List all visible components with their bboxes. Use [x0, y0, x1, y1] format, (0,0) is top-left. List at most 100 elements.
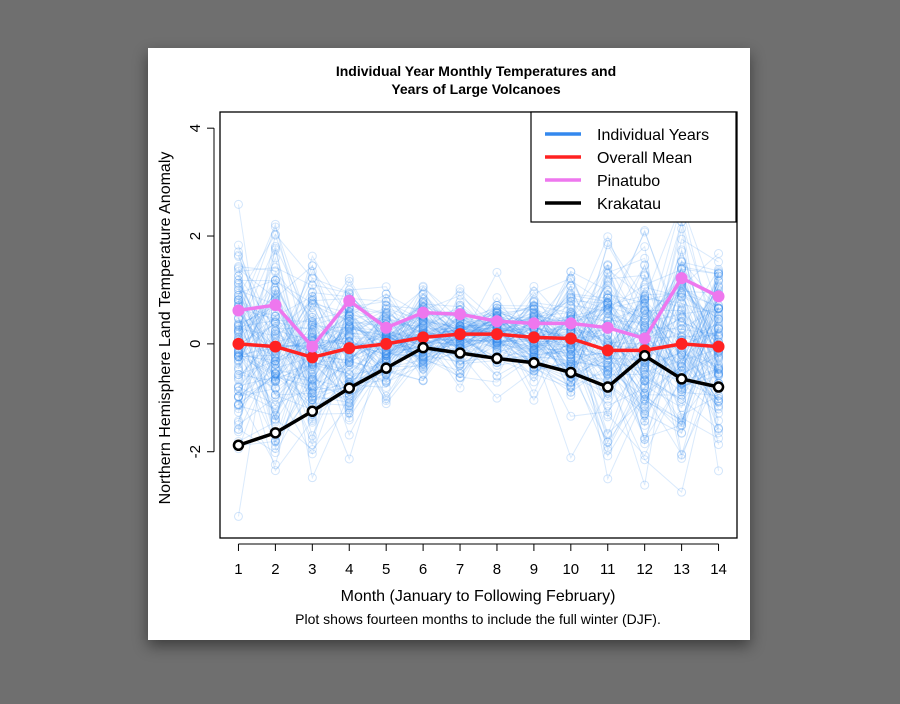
individual-year-line	[238, 263, 719, 394]
individual-year-point	[381, 296, 391, 306]
individual-year-point	[418, 376, 428, 386]
individual-year-point	[270, 374, 280, 384]
individual-year-point	[677, 410, 687, 420]
individual-year-point	[529, 347, 539, 357]
individual-year-point	[566, 349, 576, 359]
krakatau-point	[380, 362, 392, 374]
individual-year-point	[307, 308, 317, 318]
individual-year-point	[270, 267, 280, 277]
individual-year-point	[270, 414, 280, 424]
individual-year-point	[714, 360, 724, 370]
individual-year-point	[492, 344, 502, 354]
individual-year-point	[233, 382, 243, 392]
overall-mean-point	[564, 332, 577, 345]
individual-year-point	[492, 393, 502, 403]
individual-year-point	[603, 365, 613, 375]
individual-year-point	[344, 315, 354, 325]
individual-year-point	[307, 374, 317, 384]
individual-year-point	[603, 269, 613, 279]
individual-year-point	[566, 377, 576, 387]
individual-year-point	[233, 400, 243, 410]
individual-year-point	[233, 386, 243, 396]
individual-year-point	[677, 390, 687, 400]
individual-year-point	[603, 290, 613, 300]
individual-year-point	[307, 449, 317, 459]
individual-year-point	[677, 321, 687, 331]
individual-year-point	[714, 280, 724, 290]
individual-year-point	[677, 420, 687, 430]
individual-year-line	[238, 235, 720, 437]
individual-year-point	[233, 352, 243, 362]
individual-year-line	[238, 299, 719, 405]
individual-year-line	[238, 284, 720, 435]
individual-year-point	[344, 357, 354, 367]
individual-year-point	[233, 320, 243, 330]
individual-year-point	[233, 392, 243, 402]
individual-year-point	[603, 474, 613, 484]
individual-year-point	[603, 300, 613, 310]
individual-year-line	[238, 290, 719, 449]
individual-year-point	[418, 354, 428, 364]
individual-year-point	[344, 319, 354, 329]
individual-year-point	[677, 247, 687, 257]
individual-year-point	[270, 329, 280, 339]
individual-year-point	[640, 389, 650, 399]
individual-year-point	[233, 319, 243, 329]
individual-year-point	[270, 382, 280, 392]
individual-year-point	[603, 297, 613, 307]
krakatau-point	[454, 347, 466, 359]
individual-year-point	[233, 350, 243, 360]
individual-year-point	[233, 392, 243, 402]
individual-year-point	[344, 316, 354, 326]
x-tick-label: 11	[600, 561, 616, 578]
individual-year-point	[344, 405, 354, 415]
individual-year-point	[714, 303, 724, 313]
individual-year-point	[603, 370, 613, 380]
individual-year-point	[381, 297, 391, 307]
individual-year-point	[566, 387, 576, 397]
individual-year-point	[677, 307, 687, 317]
individual-year-point	[529, 308, 539, 318]
individual-year-point	[381, 309, 391, 319]
pinatubo-line	[238, 276, 720, 349]
individual-year-point	[677, 262, 687, 272]
individual-year-point	[233, 326, 243, 336]
individual-year-point	[603, 304, 613, 314]
individual-year-point	[677, 418, 687, 428]
individual-year-line	[238, 310, 719, 441]
individual-year-point	[492, 301, 502, 311]
individual-year-point	[233, 280, 243, 290]
individual-year-point	[344, 309, 354, 319]
individual-year-line	[238, 257, 719, 397]
individual-year-point	[603, 362, 613, 372]
individual-year-point	[640, 306, 650, 316]
individual-year-point	[492, 267, 502, 277]
individual-year-point	[381, 312, 391, 322]
individual-year-line	[238, 201, 720, 400]
individual-year-point	[677, 397, 687, 407]
individual-year-point	[714, 266, 724, 276]
individual-year-point	[714, 428, 724, 438]
individual-year-point	[566, 273, 576, 283]
individual-year-point	[381, 309, 391, 319]
individual-year-point	[233, 352, 243, 362]
individual-year-point	[640, 270, 650, 280]
individual-year-line	[238, 294, 720, 435]
individual-year-point	[270, 245, 280, 255]
individual-year-point	[640, 416, 650, 426]
individual-year-point	[529, 389, 539, 399]
individual-year-point	[566, 303, 576, 313]
individual-year-point	[603, 298, 613, 308]
individual-year-point	[677, 323, 687, 333]
individual-year-point	[492, 377, 502, 387]
individual-year-point	[307, 380, 317, 390]
individual-year-point	[381, 391, 391, 401]
individual-year-point	[418, 319, 428, 329]
individual-year-point	[307, 273, 317, 283]
individual-year-point	[566, 387, 576, 397]
individual-year-point	[677, 292, 687, 302]
pinatubo-point	[417, 306, 430, 319]
individual-year-point	[640, 323, 650, 333]
individual-year-point	[714, 274, 724, 284]
individual-year-point	[455, 359, 465, 369]
